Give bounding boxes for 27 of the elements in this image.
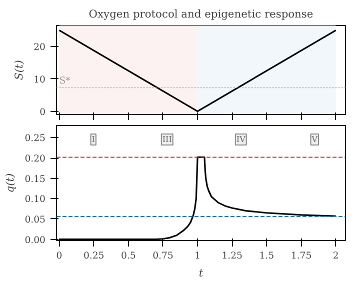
x-tick-label: 2 bbox=[332, 250, 339, 262]
y-tick-label: 10 bbox=[34, 74, 46, 86]
x-tick-label: 0.5 bbox=[120, 250, 136, 262]
x-tick-label: 0 bbox=[56, 250, 62, 262]
x-tick-label: 1.5 bbox=[259, 250, 274, 262]
y-tick-label: 0.15 bbox=[24, 174, 46, 185]
y-tick-label: 20 bbox=[34, 42, 46, 54]
x-tick-label: 1 bbox=[194, 250, 201, 262]
y-tick-label: 0.00 bbox=[24, 234, 46, 246]
annotation: I bbox=[92, 135, 95, 144]
annotation: III bbox=[162, 135, 172, 144]
annotation: V bbox=[310, 135, 318, 144]
y-tick-label: 0 bbox=[40, 106, 46, 118]
y-tick-label: 0.10 bbox=[24, 194, 46, 206]
x-tick-label: 0.25 bbox=[83, 250, 104, 262]
x-axis-title: t bbox=[198, 266, 204, 280]
annotation: IV bbox=[236, 135, 246, 144]
chart-title: Oxygen protocol and epigenetic response bbox=[88, 8, 314, 20]
x-tick-label: 1.75 bbox=[290, 250, 312, 262]
y-tick-label: 0.25 bbox=[24, 133, 46, 144]
y-tick-label: 0.05 bbox=[24, 214, 46, 226]
x-tick-label: 1.25 bbox=[222, 250, 243, 262]
x-tick-label: 0.75 bbox=[152, 250, 174, 262]
y-tick-label: 0.20 bbox=[24, 154, 46, 165]
y-axis-title: S(t) bbox=[12, 60, 26, 80]
y-axis-title: q(t) bbox=[4, 173, 17, 193]
ref-line-label: S* bbox=[59, 76, 71, 87]
